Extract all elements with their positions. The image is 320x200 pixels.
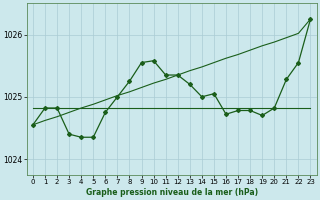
X-axis label: Graphe pression niveau de la mer (hPa): Graphe pression niveau de la mer (hPa): [86, 188, 258, 197]
